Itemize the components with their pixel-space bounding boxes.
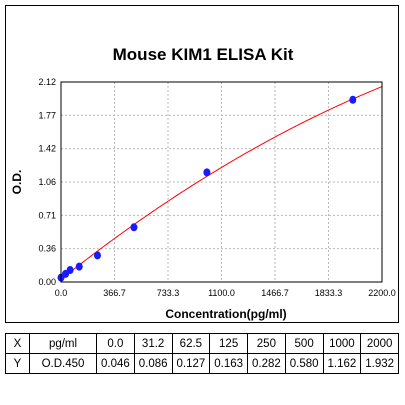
y-tick-label: 1.42 xyxy=(38,144,56,154)
table-cell: 31.2 xyxy=(133,333,173,354)
table-cell: O.D.450 xyxy=(29,353,97,374)
x-axis-label: Concentration(pg/ml) xyxy=(165,307,286,321)
table-cell: 500 xyxy=(284,333,324,354)
table-cell: 0.163 xyxy=(209,353,248,374)
fit-curve-group xyxy=(60,86,383,280)
x-tick-label: 1466.7 xyxy=(261,288,289,298)
y-tick-label: 0.71 xyxy=(38,210,56,220)
y-tick-label: 2.12 xyxy=(38,77,56,87)
table-cell: 125 xyxy=(209,333,248,354)
table-cell: 1.932 xyxy=(360,353,399,374)
table-cell: 0.086 xyxy=(133,353,173,374)
y-axis-label: O.D. xyxy=(10,170,24,195)
chart: Mouse KIM1 ELISA Kit O.D. Concentration(… xyxy=(10,45,396,321)
table-cell: 2000 xyxy=(360,333,399,354)
x-tick-label: 1833.3 xyxy=(315,288,343,298)
table-cell: 0.046 xyxy=(96,353,135,374)
y-tick-label: 0.00 xyxy=(38,277,56,287)
x-tick-label: 733.3 xyxy=(157,288,180,298)
table-cell: 0.580 xyxy=(284,353,324,374)
data-point xyxy=(93,251,101,260)
x-tick-label: 0.0 xyxy=(55,288,68,298)
data-points xyxy=(57,95,357,282)
table-cell: 1000 xyxy=(322,333,362,354)
x-tick-label: 2200.0 xyxy=(368,288,396,298)
tick-labels: 0.0 366.7 733.3 1100.0 1466.7 1833.3 2200.0 0.0… xyxy=(38,77,395,298)
data-point xyxy=(349,95,357,104)
table-row: Y O.D.450 0.046 0.086 0.127 0.163 0.282 0.580 1.… xyxy=(5,353,399,374)
y-tick-label: 0.36 xyxy=(38,244,56,254)
table-cell: X xyxy=(5,333,30,354)
table-cell: 62.5 xyxy=(171,333,211,354)
table-cell: 1.162 xyxy=(322,353,362,374)
plot-area xyxy=(60,81,383,283)
fit-curve xyxy=(60,86,383,280)
y-tick-label: 1.77 xyxy=(38,110,56,120)
data-point xyxy=(66,266,74,275)
data-point xyxy=(203,168,211,177)
table-cell: 0.282 xyxy=(247,353,286,374)
data-point xyxy=(75,262,83,271)
x-tick-label: 366.7 xyxy=(103,288,126,298)
table-cell: 0.127 xyxy=(171,353,211,374)
x-tick-label: 1100.0 xyxy=(208,288,235,298)
chart-title: Mouse KIM1 ELISA Kit xyxy=(113,45,294,64)
grid xyxy=(61,82,382,282)
chart-frame: Mouse KIM1 ELISA Kit O.D. Concentration(… xyxy=(5,5,399,323)
table-cell: 250 xyxy=(247,333,286,354)
table-cell: Y xyxy=(5,353,30,374)
data-point xyxy=(130,223,138,232)
y-tick-label: 1.06 xyxy=(38,177,56,187)
table-cell: 0.0 xyxy=(96,333,135,354)
table-cell: pg/ml xyxy=(29,333,97,354)
